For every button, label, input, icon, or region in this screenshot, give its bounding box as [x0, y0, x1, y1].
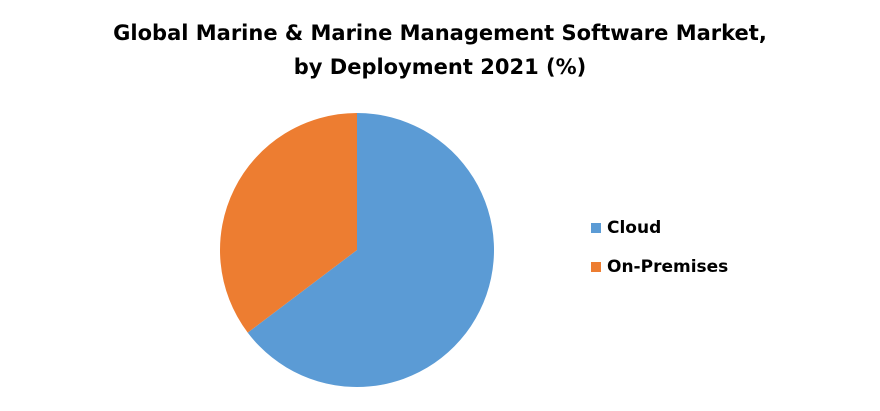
legend-swatch-on-premises	[591, 262, 601, 272]
pie-slice-cloud	[247, 113, 494, 387]
legend-item-on-premises: On-Premises	[591, 253, 728, 281]
legend: Cloud On-Premises	[591, 214, 728, 292]
chart-title-line-1: Global Marine & Marine Management Softwa…	[113, 21, 767, 45]
legend-swatch-cloud	[591, 223, 601, 233]
legend-label-cloud: Cloud	[607, 218, 662, 238]
legend-item-cloud: Cloud	[591, 214, 728, 242]
legend-label-on-premises: On-Premises	[607, 257, 729, 277]
pie-slice-on-premises	[220, 113, 357, 333]
chart-title-line-2: by Deployment 2021 (%)	[293, 55, 587, 79]
chart-title: Global Marine & Marine Management Softwa…	[0, 16, 880, 84]
